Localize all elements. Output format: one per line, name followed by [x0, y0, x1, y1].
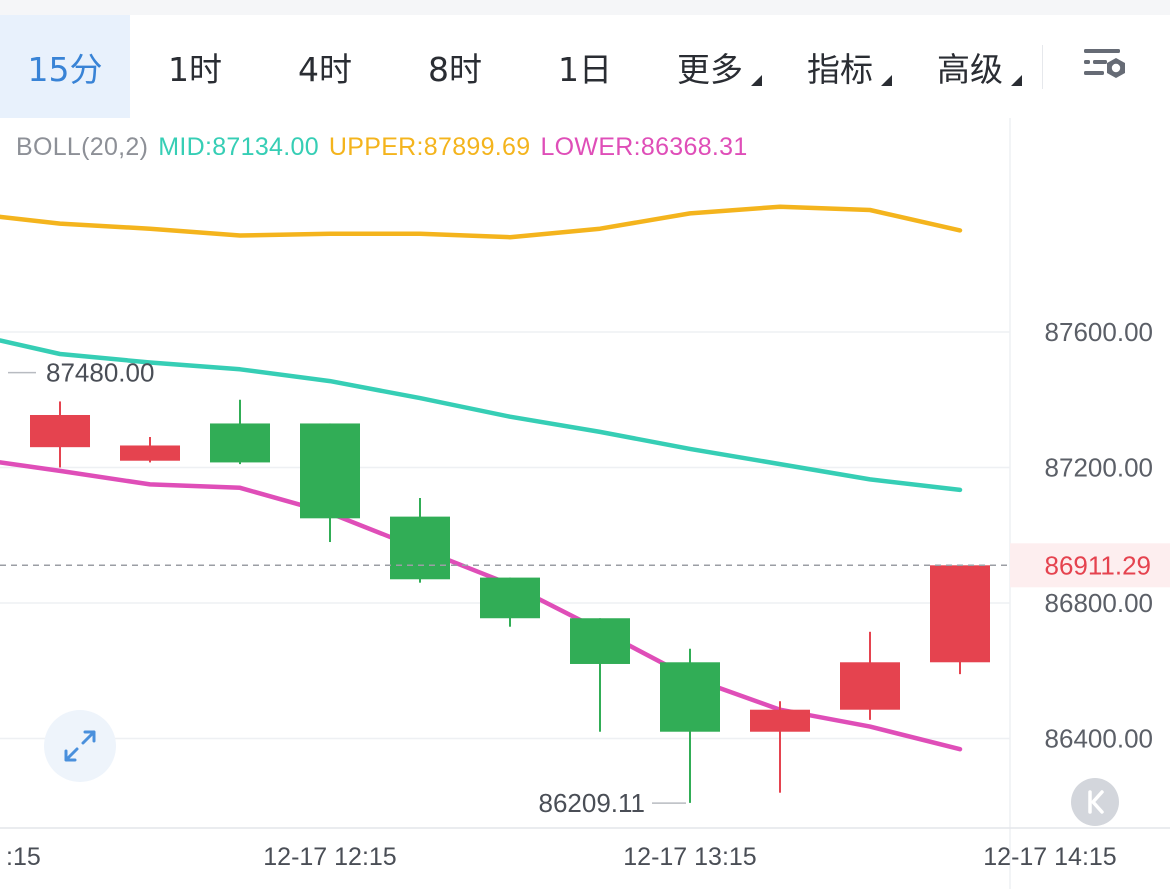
candle-body — [840, 662, 900, 710]
candle — [210, 399, 270, 465]
current-price-label: 86911.29 — [1044, 550, 1151, 580]
tab-more[interactable]: 更多 — [660, 15, 762, 118]
boll-mid-line — [0, 338, 963, 493]
candle-body — [300, 423, 360, 519]
tab-4h[interactable]: 4时 — [260, 15, 390, 118]
status-strip — [0, 0, 1170, 15]
k-back-icon — [1088, 790, 1104, 814]
candle — [570, 618, 630, 732]
tab-label: 15分 — [27, 49, 103, 89]
boll-upper-value: UPPER:87899.69 — [328, 133, 531, 161]
boll-name: BOLL(20,2) — [16, 133, 149, 161]
x-tick-label: :15 — [6, 843, 41, 871]
dropdown-triangle-icon — [751, 75, 762, 86]
boll-upper-line — [0, 204, 963, 240]
tab-label: 8时 — [428, 49, 482, 89]
expand-button[interactable] — [44, 710, 116, 782]
tab-15min[interactable]: 15分 — [0, 15, 130, 118]
tab-label: 1时 — [168, 49, 222, 89]
expand-icon — [64, 730, 96, 762]
y-tick-label: 86400.00 — [1045, 724, 1153, 754]
tab-label: 指标 — [807, 49, 873, 89]
kline-chart[interactable]: 87600.00 87200.00 86800.00 86400.00 :15 12-17… — [0, 118, 1170, 889]
chart-settings-button[interactable] — [1078, 45, 1130, 89]
tab-1d[interactable]: 1日 — [520, 15, 650, 118]
candle — [120, 437, 180, 463]
candle-body — [930, 565, 990, 663]
y-tick-label: 86800.00 — [1045, 588, 1153, 618]
tab-label: 4时 — [298, 49, 352, 89]
boll-lines — [0, 204, 963, 752]
candle-body — [660, 662, 720, 732]
chart-grid — [0, 118, 1170, 889]
current-price-tag — [1010, 543, 1170, 588]
candle-body — [570, 618, 630, 664]
x-tick-label: 12-17 12:15 — [263, 843, 396, 871]
candle — [660, 648, 720, 803]
candle — [300, 423, 360, 543]
toolbar-divider — [1042, 45, 1043, 89]
tab-indicators[interactable]: 指标 — [790, 15, 892, 118]
dropdown-triangle-icon — [1011, 75, 1022, 86]
x-tick-label: 12-17 13:15 — [623, 843, 756, 871]
y-tick-label: 87200.00 — [1045, 453, 1153, 483]
boll-mid-value: MID:87134.00 — [158, 133, 319, 161]
boll-lower-value: LOWER:86368.31 — [540, 133, 748, 161]
tab-label: 高级 — [937, 49, 1003, 89]
candle-body — [120, 445, 180, 461]
low-marker-label: 86209.11 — [538, 788, 645, 818]
y-tick-label: 87600.00 — [1045, 317, 1153, 347]
candle — [390, 497, 450, 583]
chart-labels: 87600.00 87200.00 86800.00 86400.00 :15 12-17… — [0, 317, 1170, 871]
candle — [930, 565, 990, 675]
tab-advanced[interactable]: 高级 — [920, 15, 1022, 118]
candle — [840, 631, 900, 720]
candle-body — [210, 423, 270, 463]
timeframe-toolbar: 15分 1时 4时 8时 1日 更多 指标 高级 — [0, 15, 1170, 118]
candle-body — [30, 414, 90, 448]
tab-label: 1日 — [558, 49, 612, 89]
candle-body — [480, 577, 540, 619]
candle — [30, 401, 90, 468]
tab-8h[interactable]: 8时 — [390, 15, 520, 118]
candle-body — [390, 516, 450, 580]
tab-1h[interactable]: 1时 — [130, 15, 260, 118]
high-marker-label: 87480.00 — [46, 358, 154, 388]
scroll-to-latest-button[interactable] — [1071, 778, 1119, 826]
tab-label: 更多 — [677, 49, 743, 89]
dropdown-triangle-icon — [881, 75, 892, 86]
x-tick-label: 12-17 14:15 — [983, 843, 1116, 871]
candles — [30, 399, 990, 803]
boll-legend: BOLL(20,2) MID:87134.00 UPPER:87899.69 LOWE… — [16, 133, 758, 162]
candle — [480, 577, 540, 627]
candle-body — [750, 709, 810, 732]
chart-settings-icon — [1084, 49, 1125, 78]
candle — [750, 701, 810, 793]
